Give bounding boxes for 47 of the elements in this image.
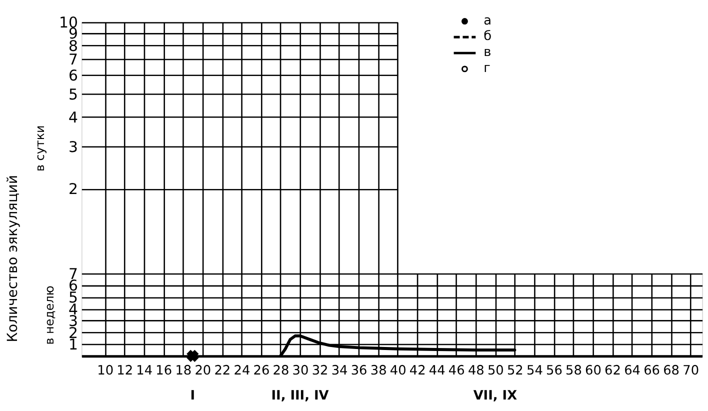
legend-label: б <box>484 29 492 44</box>
x-tick-label: 10 <box>97 363 114 378</box>
y-tick-label: 5 <box>68 85 78 104</box>
x-tick-label: 50 <box>487 363 504 378</box>
y-axis-title: в неделю <box>42 286 57 345</box>
x-tick-label: 18 <box>175 363 192 378</box>
x-tick-label: 60 <box>585 363 602 378</box>
x-tick-label: 46 <box>448 363 465 378</box>
x-tick-label: 58 <box>566 363 582 378</box>
x-tick-label: 38 <box>370 363 387 378</box>
x-tick-label: 40 <box>390 363 406 378</box>
x-tick-label: 30 <box>292 363 309 378</box>
x-tick-label: 26 <box>253 363 270 378</box>
text: Количество эякуляций <box>4 175 21 342</box>
text: VII, IX <box>473 388 518 404</box>
x-tick-label: 54 <box>526 363 543 378</box>
x-tick-label: 68 <box>663 363 680 378</box>
y-tick-label: 3 <box>68 138 78 156</box>
legend-label: г <box>484 60 491 76</box>
x-tick-label: 16 <box>156 363 172 378</box>
x-tick-label: 64 <box>624 363 640 378</box>
x-tick-label: 70 <box>682 363 700 378</box>
x-tick-label: 22 <box>214 363 231 378</box>
text: II, III, IV <box>271 388 329 404</box>
x-tick-label: 48 <box>468 363 484 378</box>
x-tick-label: 44 <box>428 363 446 378</box>
text: I <box>190 388 196 404</box>
y-tick-label: 7 <box>68 50 78 69</box>
x-tick-label: 66 <box>644 363 660 378</box>
x-tick-label: 34 <box>331 363 348 378</box>
x-tick-label: 14 <box>136 363 153 378</box>
x-tick-label: 32 <box>312 363 328 378</box>
x-tick-label: 24 <box>234 363 250 378</box>
y-axis-title: в сутки <box>33 125 48 172</box>
x-tick-label: 20 <box>194 363 212 378</box>
x-tick-label: 42 <box>409 363 426 378</box>
y-tick-label: 4 <box>68 108 78 126</box>
x-tick-label: 52 <box>506 363 524 378</box>
x-tick-label: 56 <box>546 363 562 378</box>
y-tick-label: 2 <box>68 180 78 198</box>
x-tick-label: 12 <box>116 363 134 378</box>
legend-label: а <box>484 13 492 28</box>
y-tick-label: 6 <box>68 66 78 85</box>
legend-label: в <box>484 45 492 60</box>
x-tick-label: 36 <box>350 363 368 378</box>
x-tick-label: 28 <box>272 363 290 378</box>
x-tick-label: 62 <box>604 363 621 378</box>
